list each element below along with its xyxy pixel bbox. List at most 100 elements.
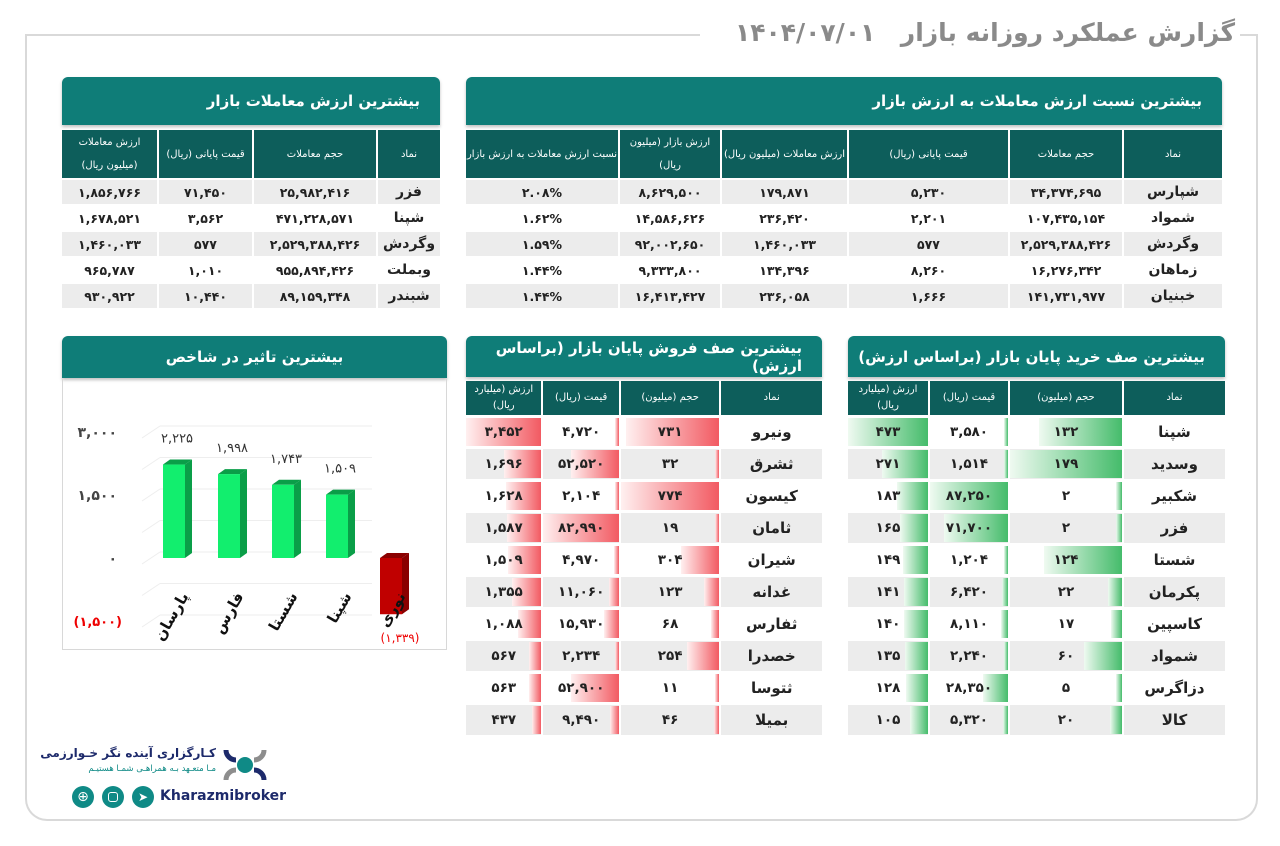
data-bar: [1116, 674, 1122, 702]
column-header: قیمت (ریال): [543, 381, 619, 415]
value-cell: ۵۲,۵۲۰: [543, 449, 619, 479]
value-cell: ۲۳۶,۴۲۰: [759, 210, 810, 226]
symbol-cell: شستا: [1153, 551, 1196, 569]
column-header: حجم (میلیون): [1010, 381, 1122, 415]
column-header: قیمت (ریال): [930, 381, 1008, 415]
symbol-cell: بمیلا: [721, 705, 822, 735]
value-cell: ۱,۵۱۴: [930, 449, 1008, 479]
data-bar: [506, 514, 542, 542]
value-cell: ۲۷۱: [848, 449, 928, 479]
y-tick-label: ۳,۰۰۰: [78, 425, 118, 441]
value-cell: ۵,۲۳۰: [849, 180, 1008, 204]
data-bar: [882, 450, 928, 478]
value-cell: ۱۰۵: [848, 705, 928, 735]
value-cell: ۵۲,۹۰۰: [543, 673, 619, 703]
cell-value: ۵: [1061, 680, 1071, 696]
data-bar: [1004, 450, 1008, 478]
value-cell: ۱,۶۲۸: [466, 481, 542, 511]
value-cell: ۱۰,۴۴۰: [159, 284, 252, 308]
cell-value: ۶۰: [1057, 648, 1075, 664]
table-row: شمواد ۶۰ ۲,۲۴۰ ۱۳۵: [848, 641, 1225, 671]
cell-value: ۱۲۸: [875, 680, 901, 696]
value-cell: ۱,۶۶۶: [849, 284, 1008, 308]
column-header: نماد: [378, 130, 440, 178]
symbol-cell: ثتوسا: [750, 679, 793, 697]
table-row: ثامان ۱۹ ۸۲,۹۹۰ ۱,۵۸۷: [466, 513, 822, 543]
table-row: شپنا ۴۷۱,۲۲۸,۵۷۱ ۳,۵۶۲ ۱,۶۷۸,۵۲۱: [62, 206, 440, 230]
value-cell: ۱۱,۰۶۰: [543, 577, 619, 607]
table-row: خصدرا ۲۵۴ ۲,۲۳۴ ۵۶۷: [466, 641, 822, 671]
cell-value: ۲: [1061, 520, 1071, 536]
cell-value: ۱۳۵: [875, 648, 901, 664]
cell-value: ۱,۵۱۴: [949, 456, 989, 472]
table-row: ثفارس ۶۸ ۱۵,۹۳۰ ۱,۰۸۸: [466, 609, 822, 639]
data-bar: [1111, 610, 1122, 638]
data-bar: [714, 514, 720, 542]
data-bar: [505, 482, 542, 510]
cell-value: ۱۴۱: [875, 584, 901, 600]
ratio-table-title: بیشترین نسبت ارزش معاملات به ارزش بازار: [466, 77, 1222, 125]
value-cell: ۱,۵۸۷: [466, 513, 542, 543]
buy-queue-table: نماد حجم (میلیون) قیمت (ریال) ارزش (میلیارد…: [846, 379, 1227, 737]
bar-top: [272, 479, 301, 485]
value-cell: ۲,۲۳۴: [543, 641, 619, 671]
social-handle[interactable]: Kharazmibroker: [160, 788, 287, 804]
data-bar: [543, 514, 619, 542]
data-bar: [529, 642, 542, 670]
index-impact-title: بیشترین تاثیر در شاخص: [62, 336, 447, 378]
symbol-cell: شمواد: [1124, 641, 1225, 671]
table-row: کاسپین ۱۷ ۸,۱۱۰ ۱۴۰: [848, 609, 1225, 639]
data-bar: [504, 450, 542, 478]
cell-value: ۷۱,۷۰۰: [945, 520, 993, 536]
column-header: نسبت ارزش معاملات به ارزش بازار: [466, 130, 618, 178]
cell-value: ۲: [1061, 488, 1071, 504]
symbol-cell: خصدرا: [721, 641, 822, 671]
data-bar: [714, 674, 720, 702]
data-bar: [910, 706, 928, 734]
data-bar: [1084, 642, 1122, 670]
value-cell: ۲,۵۲۹,۳۸۸,۴۲۶: [254, 232, 376, 256]
cell-value: ۱۷: [1057, 616, 1075, 632]
cell-value: ۴۶: [661, 712, 679, 728]
value-cell: ۱۶,۴۱۳,۴۲۷: [620, 284, 720, 308]
cell-value: ۴,۹۷۰: [562, 552, 601, 568]
table-row: شپنا ۱۳۲ ۳,۵۸۰ ۴۷۳: [848, 417, 1225, 447]
gridline: [141, 583, 161, 596]
table-row: شپارس ۳۴,۳۷۴,۶۹۵ ۵,۲۳۰ ۱۷۹,۸۷۱ ۸,۶۲۹,۵۰۰ ۲.۰۸…: [466, 180, 1222, 204]
value-cell: ۱۰۷,۴۳۵,۱۵۴: [1026, 210, 1106, 226]
column-header: نماد: [721, 381, 822, 415]
cell-value: ۱,۶۲۸: [484, 488, 523, 504]
data-bar: [904, 610, 928, 638]
symbol-cell: وبملت: [387, 262, 431, 278]
data-bar: [508, 546, 542, 574]
value-cell: ۱۷: [1010, 609, 1122, 639]
value-cell: ۱,۶۷۸,۵۲۱: [78, 210, 141, 226]
data-bar: [713, 706, 720, 734]
data-bar: [529, 674, 542, 702]
web-icon[interactable]: ⊕: [72, 786, 94, 808]
column-header: ارزش (میلیارد ریال): [848, 381, 928, 415]
telegram-icon[interactable]: ➤: [132, 786, 154, 808]
value-cell: ۶۸: [621, 609, 720, 639]
gridline: [141, 425, 161, 439]
cell-value: ۲,۲۴۰: [949, 648, 989, 664]
cell-value: ۸۷,۲۵۰: [945, 488, 993, 504]
symbol-cell: کالا: [1124, 705, 1225, 735]
cell-value: ۲۲: [1057, 584, 1075, 600]
cell-value: ۱۶۵: [875, 520, 901, 536]
data-bar: [904, 578, 928, 606]
value-cell: ۲: [1010, 481, 1122, 511]
value-cell: ۱۲۸: [848, 673, 928, 703]
cell-value: ۵۶۳: [491, 680, 517, 696]
table-row: وبملت ۹۵۵,۸۹۴,۴۲۶ ۱,۰۱۰ ۹۶۵,۷۸۷: [62, 258, 440, 282]
symbol-cell: پکرمان: [1124, 577, 1225, 607]
value-cell: ۱,۰۱۰: [187, 262, 224, 278]
data-bar: [902, 546, 928, 574]
instagram-icon[interactable]: [102, 786, 124, 808]
data-bar: [608, 578, 619, 606]
cell-value: ۱,۵۸۷: [484, 520, 523, 536]
value-cell: ۸۷,۲۵۰: [930, 481, 1008, 511]
value-cell: ۶,۴۲۰: [930, 577, 1008, 607]
value-cell: ۴,۷۲۰: [543, 417, 619, 447]
value-cell: ۱۹: [620, 513, 720, 543]
